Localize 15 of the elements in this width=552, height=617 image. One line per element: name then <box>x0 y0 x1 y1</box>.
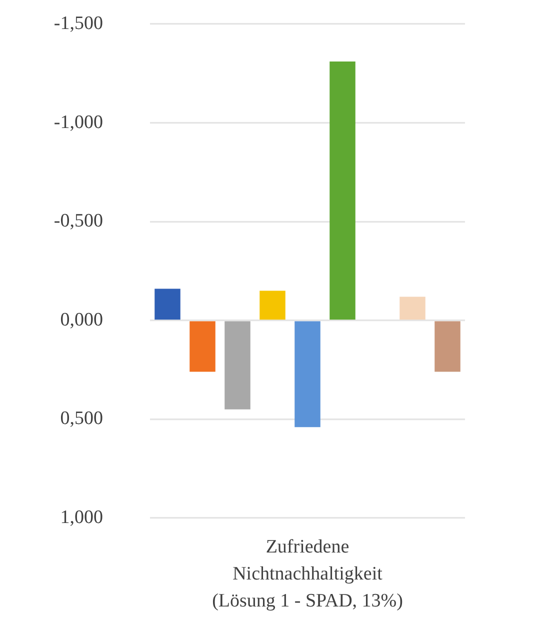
y-tick-label: -1,500 <box>54 12 103 34</box>
bar <box>190 321 216 372</box>
bar <box>260 290 286 320</box>
y-tick-label: 1,000 <box>60 506 103 528</box>
y-tick-label: 0,500 <box>60 408 103 430</box>
x-axis-title: Zufriedene Nichtnachhaltigkeit (Lösung 1 - SPAD, 13%) <box>212 536 403 612</box>
bar <box>154 288 180 320</box>
bar <box>294 321 320 428</box>
bar <box>224 321 250 410</box>
y-tick-label: -0,500 <box>54 210 103 232</box>
y-tick-label: 0,000 <box>60 309 103 330</box>
bar <box>434 321 460 372</box>
bar <box>400 296 426 320</box>
y-tick-label: -1,000 <box>54 112 103 133</box>
bar <box>330 62 356 320</box>
